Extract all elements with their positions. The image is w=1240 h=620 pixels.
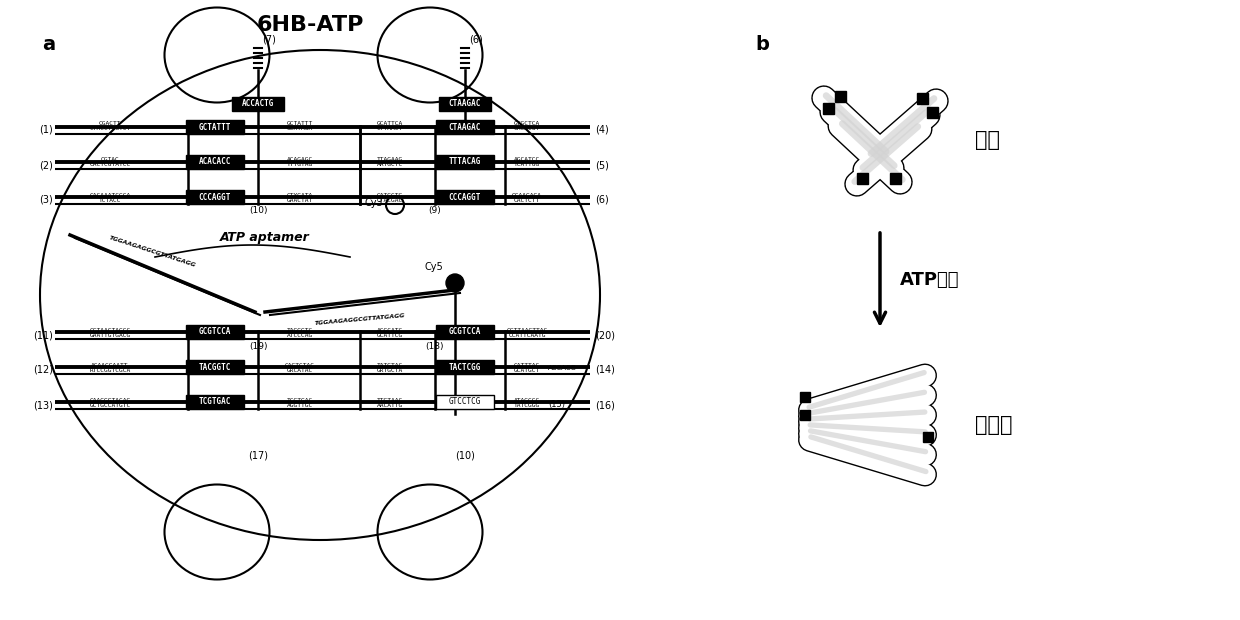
Text: GCGTCCA: GCGTCCA — [198, 327, 231, 337]
Text: CAAGGGTACAG
GCTGCCATGTC: CAAGGGTACAG GCTGCCATGTC — [89, 397, 130, 409]
Text: TCGTGAC: TCGTGAC — [198, 397, 231, 407]
Text: (4): (4) — [595, 125, 609, 135]
Text: GCAAGAGA
CACTCTT: GCAAGAGA CACTCTT — [512, 193, 542, 203]
Text: (12): (12) — [33, 365, 53, 375]
Text: GCTATTT
GCATAGA: GCTATTT GCATAGA — [286, 121, 314, 131]
Text: (6): (6) — [469, 35, 482, 45]
FancyBboxPatch shape — [436, 120, 494, 134]
FancyBboxPatch shape — [822, 102, 833, 113]
Text: ACCACTG: ACCACTG — [242, 99, 274, 108]
FancyBboxPatch shape — [923, 432, 932, 442]
Text: (2): (2) — [40, 160, 53, 170]
Text: TTAGAAG
AATGCTC: TTAGAAG AATGCTC — [377, 157, 403, 167]
Text: ACCACG: ACCACG — [548, 365, 577, 371]
Text: (17): (17) — [248, 450, 268, 460]
Text: (9): (9) — [429, 206, 441, 215]
Text: (1): (1) — [40, 125, 53, 135]
Text: CACAAATCGCA
TCTACC: CACAAATCGCA TCTACC — [89, 193, 130, 203]
FancyBboxPatch shape — [436, 395, 494, 409]
Text: ACGCATC
GCATTCG: ACGCATC GCATTCG — [377, 327, 403, 339]
Text: CGACTT
CTACCTCGTCT: CGACTT CTACCTCGTCT — [89, 121, 130, 131]
Text: ACACACC: ACACACC — [198, 157, 231, 167]
Text: TATGTAC
GRTGCTA: TATGTAC GRTGCTA — [377, 363, 403, 373]
Text: (10): (10) — [455, 450, 475, 460]
Text: 关闭: 关闭 — [975, 130, 999, 150]
Text: ATAGCCC
TATCGGG: ATAGCCC TATCGGG — [513, 397, 541, 409]
Text: TTTACAG: TTTACAG — [449, 157, 481, 167]
Text: CGTTAAGTTAC
CCATTCAATG: CGTTAAGTTAC CCATTCAATG — [506, 327, 548, 339]
FancyBboxPatch shape — [186, 325, 244, 339]
Text: Cy5: Cy5 — [424, 262, 443, 272]
Text: (16): (16) — [595, 400, 615, 410]
FancyBboxPatch shape — [800, 410, 810, 420]
FancyBboxPatch shape — [800, 392, 810, 402]
Text: (20): (20) — [595, 330, 615, 340]
Text: ATP分子: ATP分子 — [900, 271, 960, 289]
Circle shape — [446, 274, 464, 292]
FancyBboxPatch shape — [926, 107, 937, 118]
FancyBboxPatch shape — [436, 360, 494, 374]
Text: GTCCTCG: GTCCTCG — [449, 397, 481, 407]
FancyBboxPatch shape — [232, 97, 284, 111]
Text: GCATTCA
CTTAACT: GCATTCA CTTAACT — [377, 121, 403, 131]
FancyBboxPatch shape — [436, 155, 494, 169]
Text: GATGCTG
CTACGAC: GATGCTG CTACGAC — [377, 193, 403, 203]
FancyBboxPatch shape — [436, 325, 494, 339]
Text: (10): (10) — [249, 206, 268, 215]
Text: CCTAACTAGCC
GAATTGTGACG: CCTAACTAGCC GAATTGTGACG — [89, 327, 130, 339]
FancyBboxPatch shape — [439, 97, 491, 111]
Text: ACAGAGC
TTTGTAG: ACAGAGC TTTGTAG — [286, 157, 314, 167]
Text: (18): (18) — [425, 342, 444, 351]
Text: TCGTGAC
AGGTTGC: TCGTGAC AGGTTGC — [286, 397, 314, 409]
Text: TAGGGTC
ATCCCAG: TAGGGTC ATCCCAG — [286, 327, 314, 339]
Text: ATP aptamer: ATP aptamer — [221, 231, 310, 244]
Text: (13): (13) — [33, 400, 53, 410]
FancyBboxPatch shape — [835, 91, 846, 102]
FancyBboxPatch shape — [889, 172, 900, 184]
Text: 6HB-ATP: 6HB-ATP — [257, 15, 363, 35]
Text: TGGAAGAGGCGTTATGAGG: TGGAAGAGGCGTTATGAGG — [315, 313, 405, 326]
Text: GCGTCCA: GCGTCCA — [449, 327, 481, 337]
Text: (14): (14) — [595, 365, 615, 375]
Text: ACAACGAATT
RTCCGGTCGCA: ACAACGAATT RTCCGGTCGCA — [89, 363, 130, 373]
Text: (6): (6) — [595, 195, 609, 205]
Text: TACTCGG: TACTCGG — [449, 363, 481, 371]
FancyBboxPatch shape — [436, 190, 494, 204]
Text: CTAAGAC: CTAAGAC — [449, 123, 481, 131]
Text: a: a — [42, 35, 55, 54]
Text: TTGTAAC
AACATTG: TTGTAAC AACATTG — [377, 397, 403, 409]
Text: TACGGTC: TACGGTC — [198, 363, 231, 371]
Text: CCCAGGT: CCCAGGT — [449, 192, 481, 202]
Text: (3): (3) — [40, 195, 53, 205]
Text: CCCAGGT: CCCAGGT — [198, 192, 231, 202]
Text: TGGAAGAGGCGTTATGAGG: TGGAAGAGGCGTTATGAGG — [108, 236, 197, 268]
FancyBboxPatch shape — [186, 395, 244, 409]
Text: b: b — [755, 35, 769, 54]
Text: CATTTAC
GCATGCT: CATTTAC GCATGCT — [513, 363, 541, 373]
FancyBboxPatch shape — [857, 172, 868, 184]
Text: AGCATCC
TCATTGG: AGCATCC TCATTGG — [513, 157, 541, 167]
Text: (5): (5) — [595, 160, 609, 170]
Text: CGTAC
CACTCGTATCC: CGTAC CACTCGTATCC — [89, 157, 130, 167]
Text: Cy3: Cy3 — [365, 198, 383, 208]
Text: (19): (19) — [249, 342, 268, 351]
FancyBboxPatch shape — [916, 92, 928, 104]
FancyBboxPatch shape — [186, 120, 244, 134]
Text: (11): (11) — [33, 330, 53, 340]
Text: CTYGATA
GAACTAT: CTYGATA GAACTAT — [286, 193, 314, 203]
FancyBboxPatch shape — [186, 190, 244, 204]
Text: 半打开: 半打开 — [975, 415, 1013, 435]
Text: CTAAGAC: CTAAGAC — [449, 99, 481, 108]
FancyBboxPatch shape — [186, 360, 244, 374]
Text: CAGTCTAC
GRCATAC: CAGTCTAC GRCATAC — [285, 363, 315, 373]
FancyBboxPatch shape — [186, 155, 244, 169]
Text: GCTATTT: GCTATTT — [198, 123, 231, 131]
Text: (7): (7) — [262, 35, 275, 45]
Text: GTGCTCA
CACACGT: GTGCTCA CACACGT — [513, 121, 541, 131]
Text: (15): (15) — [548, 401, 565, 409]
